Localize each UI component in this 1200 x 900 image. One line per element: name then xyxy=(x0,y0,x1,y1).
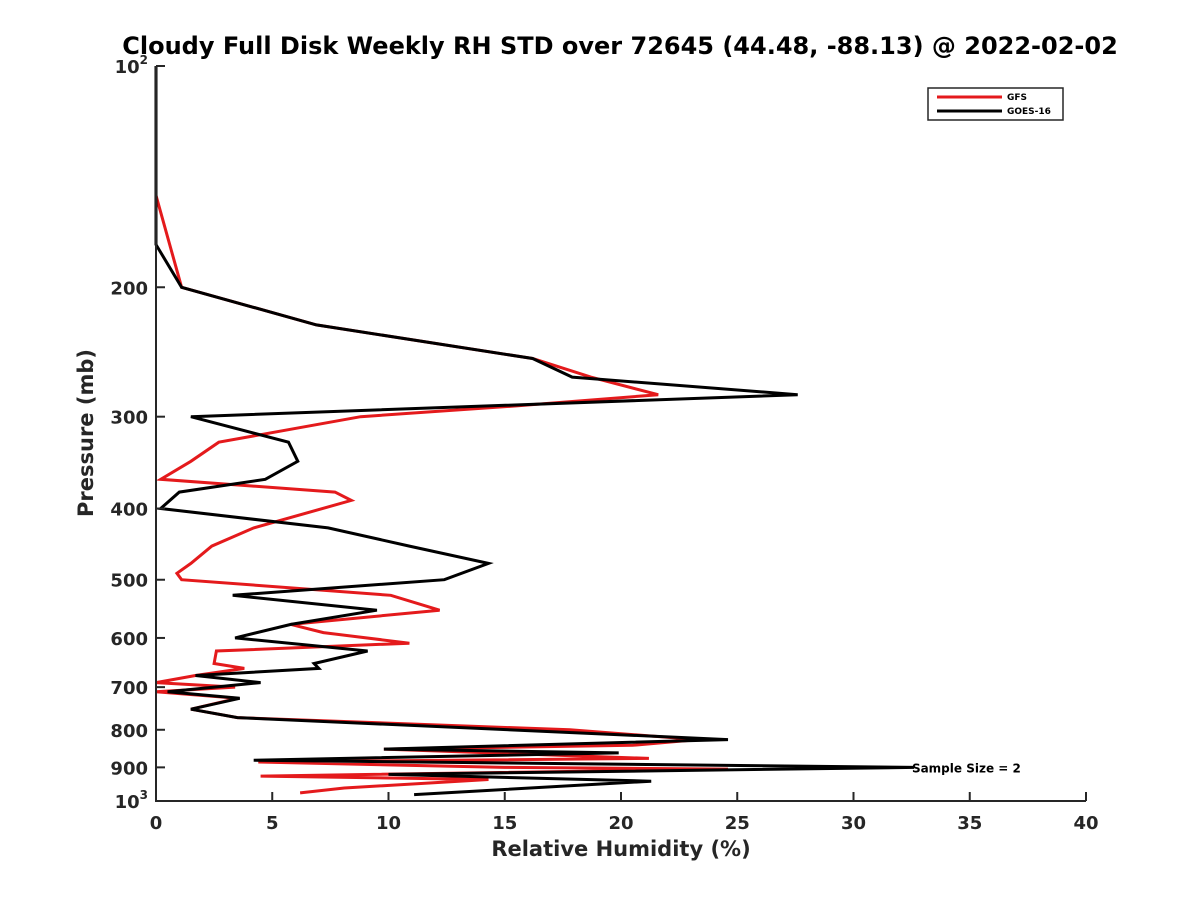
legend-label-gfs: GFS xyxy=(1007,93,1027,103)
y-tick-label: 700 xyxy=(110,678,148,699)
x-tick-label: 5 xyxy=(266,813,279,834)
legend-label-goes-16: GOES-16 xyxy=(1007,107,1051,117)
y-tick-label: 600 xyxy=(110,629,148,650)
y-tick-label: 900 xyxy=(110,758,148,779)
y-tick-label: 102 xyxy=(115,53,148,78)
x-axis-ticks: 0 5 10 15 20 25 30 35 40 xyxy=(150,792,1099,834)
y-axis-label: Pressure (mb) xyxy=(74,349,98,517)
y-axis-ticks: 102 200 300 400 500 600 700 800 900 103 xyxy=(110,53,165,813)
x-tick-label: 25 xyxy=(725,813,750,834)
y-tick-label: 200 xyxy=(110,278,148,299)
x-tick-label: 0 xyxy=(150,813,163,834)
y-tick-label: 800 xyxy=(110,721,148,742)
x-tick-label: 30 xyxy=(841,813,866,834)
x-tick-label: 20 xyxy=(608,813,633,834)
y-tick-label: 300 xyxy=(110,408,148,429)
legend: GFS GOES-16 xyxy=(927,87,1064,121)
y-tick-label: 500 xyxy=(110,571,148,592)
y-tick-label: 400 xyxy=(110,500,148,521)
legend-box xyxy=(927,87,1064,121)
sample-size-annotation: Sample Size = 2 xyxy=(912,761,1021,775)
x-tick-label: 15 xyxy=(492,813,517,834)
series-line-goes-16 xyxy=(154,66,915,797)
chart-title: Cloudy Full Disk Weekly RH STD over 7264… xyxy=(122,32,1118,60)
x-axis-label: Relative Humidity (%) xyxy=(491,837,750,861)
series-layer xyxy=(154,66,915,797)
y-tick-label: 103 xyxy=(115,788,148,813)
x-tick-label: 40 xyxy=(1073,813,1098,834)
x-tick-label: 10 xyxy=(376,813,401,834)
x-tick-label: 35 xyxy=(957,813,982,834)
